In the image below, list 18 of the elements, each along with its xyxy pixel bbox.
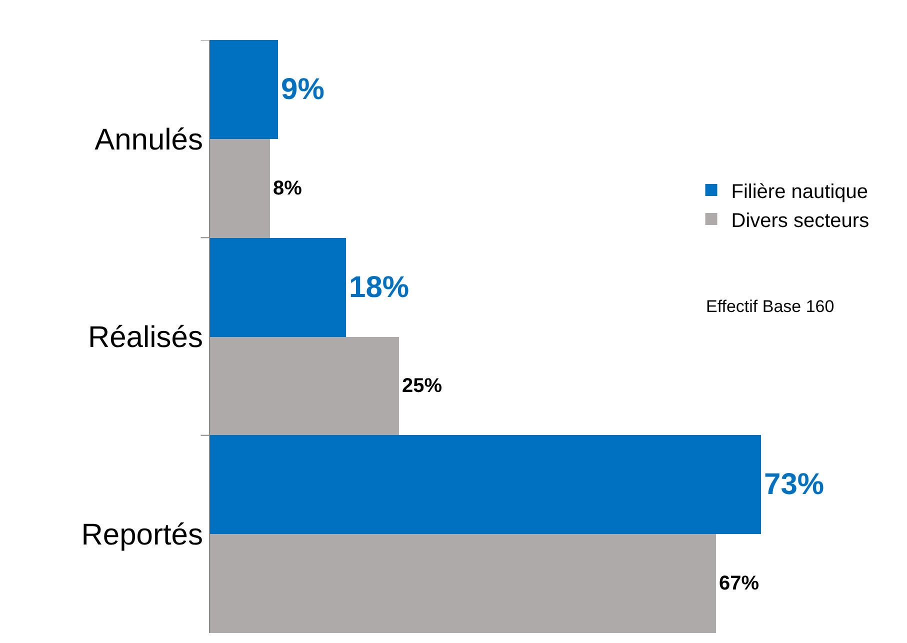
bar (210, 435, 761, 534)
data-label: 8% (273, 178, 302, 200)
data-label: 25% (402, 375, 442, 397)
data-label: 9% (281, 73, 324, 106)
data-label: 18% (349, 271, 410, 304)
bar (210, 534, 716, 633)
y-tick-label: Réalisés (88, 321, 203, 354)
data-label: 73% (764, 468, 824, 501)
legend-label: Filière nautique (731, 180, 868, 203)
annotation: Effectif Base 160 (706, 297, 834, 316)
bar (210, 40, 278, 139)
y-tick-label: Reportés (81, 518, 203, 552)
legend-label: Divers secteurs (731, 210, 870, 232)
bar (210, 139, 270, 238)
bar (210, 337, 399, 435)
y-tick-label: Annulés (94, 123, 203, 156)
bar (210, 238, 346, 337)
data-label: 67% (719, 572, 760, 594)
